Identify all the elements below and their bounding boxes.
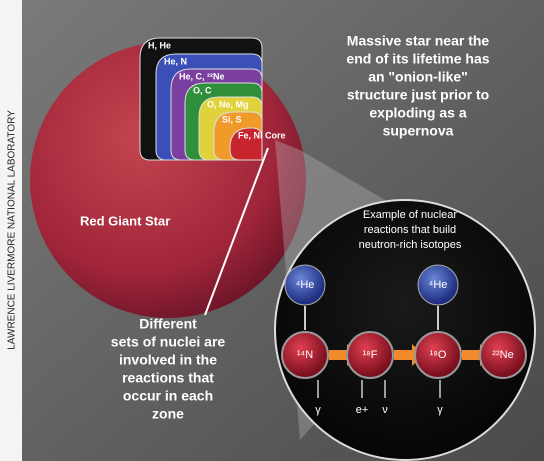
note-line: sets of nuclei are <box>111 334 226 350</box>
caption-line: an "onion-like" <box>368 69 468 85</box>
note-line: occur in each <box>123 388 213 404</box>
content: H, He He, N He, C, ²²Ne O, C O, Ne, Mg Si, S F… <box>80 33 527 422</box>
helium-nucleus <box>417 264 459 306</box>
layer-label: O, Ne, Mg <box>207 99 249 109</box>
caption-line: structure just prior to <box>347 87 489 103</box>
caption-line: exploding as a <box>369 105 466 121</box>
pointer <box>204 147 269 316</box>
emission-label: e+ <box>356 404 369 416</box>
emission-label: γ <box>315 404 321 416</box>
layer-label: Si, S <box>222 114 242 124</box>
inset-title: reactions that build <box>364 224 456 236</box>
nucleus <box>414 331 462 379</box>
helium-label: ⁴He <box>296 279 315 291</box>
nucleus <box>346 331 394 379</box>
layer-label: H, He <box>148 40 171 50</box>
inset-title: neutron-rich isotopes <box>359 239 462 251</box>
emission-label: ν <box>382 404 388 416</box>
caption-line: Massive star near the <box>347 33 490 49</box>
inset-circle <box>274 199 536 461</box>
margin <box>0 0 22 461</box>
note-line: involved in the <box>119 352 217 368</box>
onion-layer <box>229 127 263 161</box>
layer-label: Fe, Ni Core <box>238 130 286 140</box>
star-label: Red Giant Star <box>80 213 170 228</box>
caption-line: supernova <box>383 123 454 139</box>
helium-label: ⁴He <box>429 279 448 291</box>
nucleus-label: ¹⁴N <box>297 349 313 361</box>
credit: LAWRENCE LIVERMORE NATIONAL LABORATORY <box>7 110 18 350</box>
nucleus-label: ²²Ne <box>492 349 513 361</box>
nucleus <box>281 331 329 379</box>
layer-label: He, N <box>164 56 187 66</box>
layer-label: O, C <box>193 85 212 95</box>
nucleus-label: ¹⁸O <box>430 349 447 361</box>
nucleus <box>479 331 527 379</box>
layer-label: He, C, ²²Ne <box>179 71 225 81</box>
emission-label: γ <box>437 404 443 416</box>
note-line: zone <box>152 406 184 422</box>
note-line: reactions that <box>122 370 214 386</box>
caption-line: end of its lifetime has <box>346 51 489 67</box>
nucleus-label: ¹⁸F <box>362 349 377 361</box>
helium-nucleus <box>284 264 326 306</box>
inset-title: Example of nuclear <box>363 209 457 221</box>
note-line: Different <box>139 316 197 332</box>
